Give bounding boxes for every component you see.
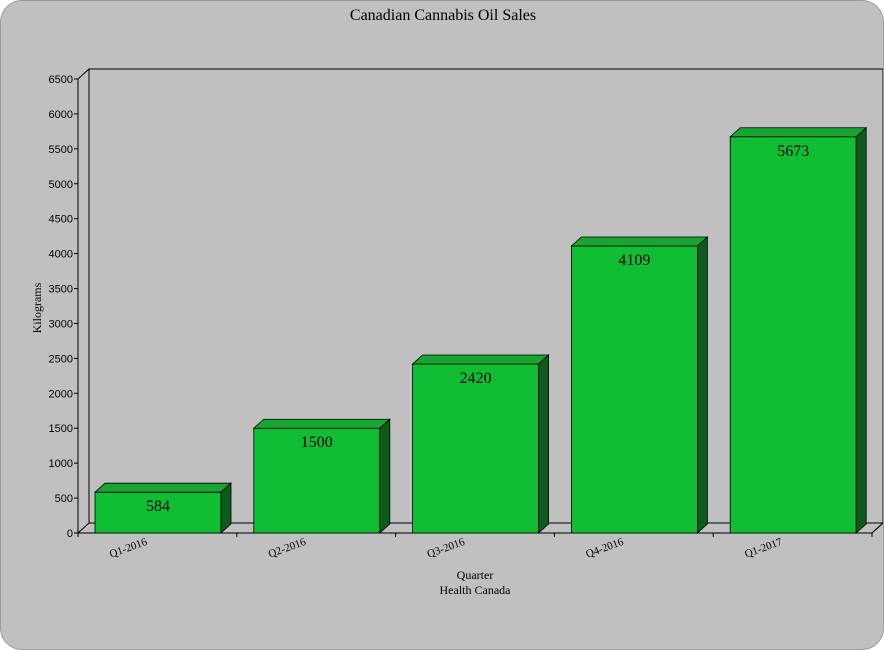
bar-side — [538, 354, 549, 534]
x-tick-label: Q3-2016 — [426, 536, 467, 561]
y-tick-label: 3500 — [49, 284, 73, 296]
y-tick-label: 6000 — [49, 109, 73, 121]
left-wall-top-edge — [77, 68, 90, 80]
y-tick-label: 5500 — [49, 144, 73, 156]
bar-top — [93, 482, 233, 493]
bar-top — [570, 236, 709, 247]
floor-right-edge — [871, 522, 883, 534]
bar-value-label: 584 — [146, 498, 170, 515]
bar — [412, 363, 540, 534]
bar-top — [729, 127, 868, 138]
x-tick-label: Q4-2016 — [584, 536, 625, 561]
x-tick-label: Q1-2017 — [743, 536, 784, 561]
y-tick-label: 2500 — [49, 353, 73, 365]
bar — [729, 136, 857, 534]
x-tick-label: Q2-2016 — [267, 536, 308, 561]
y-tick-label: 1500 — [49, 423, 73, 435]
plot-area: 0 500 1000 1500 2000 2500 3000 3500 4000 4500 5000… — [49, 68, 883, 561]
bar — [253, 427, 381, 534]
y-tick-label: 4000 — [49, 249, 73, 261]
y-tick-label: 6500 — [49, 74, 73, 86]
bar-value-label: 1500 — [301, 434, 333, 451]
bar-side — [855, 126, 867, 534]
bar-value-label: 2420 — [460, 370, 492, 387]
bar-side — [697, 236, 708, 534]
bar-top — [411, 354, 550, 365]
bar-side — [379, 418, 391, 534]
y-tick-label: 3000 — [49, 318, 73, 330]
y-tick-label: 4500 — [49, 214, 73, 226]
chart-subtitle: Health Canada — [440, 583, 512, 597]
bar — [571, 245, 698, 534]
bar — [94, 491, 222, 534]
y-tick-label: 0 — [67, 528, 73, 540]
y-tick-label: 5000 — [49, 179, 73, 191]
y-tick-label: 500 — [55, 493, 73, 505]
bar-value-label: 5673 — [777, 143, 809, 160]
chart-title: Canadian Cannabis Oil Sales — [350, 7, 536, 24]
bar-value-label: 4109 — [618, 252, 650, 269]
x-tick-label: Q1-2016 — [108, 536, 149, 561]
bar-side — [220, 482, 232, 534]
y-tick-label: 2000 — [49, 388, 73, 400]
x-axis-label: Quarter — [457, 568, 494, 582]
y-axis-label: Kilograms — [30, 282, 44, 333]
y-tick-label: 1000 — [49, 458, 73, 470]
back-wall — [88, 68, 883, 524]
bar-top — [252, 418, 391, 429]
